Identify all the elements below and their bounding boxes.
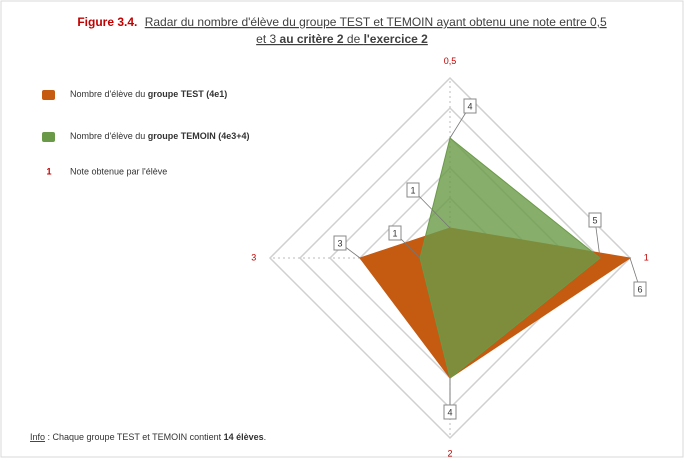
note-text: : Chaque groupe TEST et TEMOIN contient — [45, 432, 224, 442]
axis-label: 0,5 — [444, 56, 457, 66]
legend-label: Note obtenue par l'élève — [70, 166, 167, 176]
grid-ring — [268, 76, 632, 440]
note-text: 14 élèves — [224, 432, 264, 442]
axis-label: 3 — [251, 252, 256, 262]
note: Info : Chaque groupe TEST et TEMOIN cont… — [30, 432, 266, 442]
data-label: 3 — [337, 238, 342, 248]
legend-swatch — [42, 132, 55, 142]
title-text: l'exercice 2 — [364, 32, 429, 46]
data-label: 5 — [592, 215, 597, 225]
chart-title: Figure 3.4. Radar du nombre d'élève du g… — [77, 15, 607, 29]
label-box — [333, 235, 347, 251]
data-label: 6 — [637, 284, 642, 294]
chart-title-2: et 3 au critère 2 de l'exercice 2 — [256, 32, 428, 46]
legend-name: groupe TEMOIN (4e3+4) — [148, 131, 250, 141]
title-figure: Figure 3.4. — [77, 15, 137, 29]
data-label: 1 — [410, 185, 415, 195]
label-box — [443, 404, 457, 420]
title-text: et 3 — [256, 32, 279, 46]
axis-label: 1 — [644, 252, 649, 262]
label-box — [406, 182, 420, 198]
legend-swatch — [42, 90, 55, 100]
label-box — [388, 225, 402, 241]
legend-symbol: 1 — [46, 166, 51, 176]
title-text: de — [344, 32, 364, 46]
legend-name: groupe TEST (4e1) — [148, 89, 228, 99]
title-text: au critère 2 — [280, 32, 344, 46]
axis-label: 2 — [447, 449, 452, 458]
legend-prefix: Nombre d'élève du — [70, 89, 148, 99]
legend-prefix: Nombre d'élève du — [70, 131, 148, 141]
data-label: 4 — [447, 407, 452, 417]
legend-label: Nombre d'élève du groupe TEMOIN (4e3+4) — [70, 131, 250, 141]
note-text: . — [264, 432, 267, 442]
label-box — [463, 98, 477, 114]
note-text: Info — [30, 432, 45, 442]
legend-label: Nombre d'élève du groupe TEST (4e1) — [70, 89, 227, 99]
label-box — [633, 281, 647, 297]
label-box — [588, 212, 602, 228]
data-label: 4 — [467, 101, 472, 111]
data-label: 1 — [392, 228, 397, 238]
title-text: Radar du nombre d'élève du groupe TEST e… — [145, 15, 607, 29]
